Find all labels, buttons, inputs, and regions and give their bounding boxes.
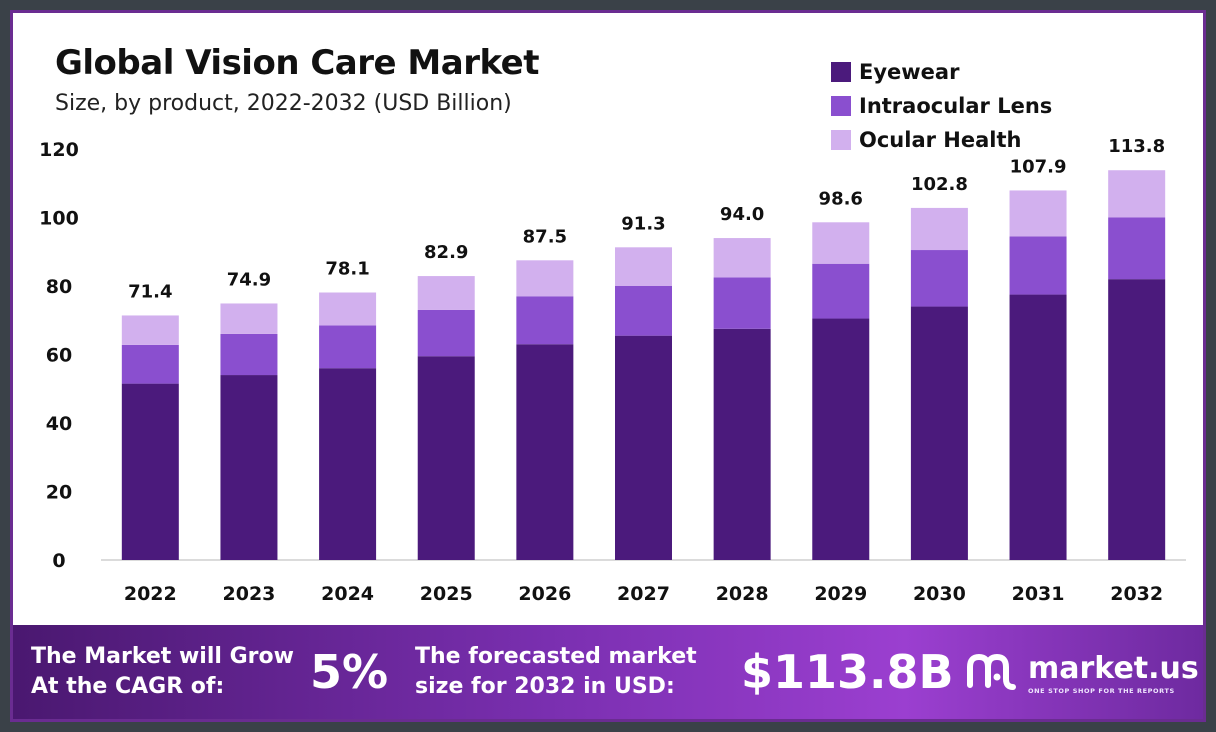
footer-banner: The Market will Grow At the CAGR of: 5% … [13,625,1203,719]
bar-segment-intraocular-lens [417,309,475,357]
bar-segment-ocular-health [1108,170,1166,218]
bar-total-label: 71.4 [128,281,172,302]
bar-total-label: 82.9 [424,242,468,263]
bar-segment-eyewear [121,383,179,560]
bar-total-label: 102.8 [911,174,968,195]
legend-swatch-intraocular-lens [831,96,851,116]
bar-segment-intraocular-lens [1009,236,1067,295]
x-tick-label: 2026 [518,583,571,605]
cagr-label-line-2: At the CAGR of: [31,674,225,699]
legend-label-ocular-health: Ocular Health [859,128,1022,152]
market-us-logo-icon [967,653,1016,690]
y-tick-label: 120 [39,139,79,161]
bar-total-label: 87.5 [523,226,567,247]
bar-total-label: 74.9 [227,269,271,290]
bar-total-label: 78.1 [325,259,369,280]
legend-label-eyewear: Eyewear [859,60,960,84]
legend: Eyewear Intraocular Lens Ocular Health [831,55,1052,157]
bar-segment-eyewear [516,344,574,560]
bar-segment-intraocular-lens [220,333,278,376]
cagr-value: 5% [310,645,389,699]
chart-title: Global Vision Care Market [55,43,539,83]
legend-item-eyewear: Eyewear [831,55,1052,89]
bar-segment-eyewear [713,328,771,560]
chart-panel: Global Vision Care Market Size, by produ… [10,10,1206,722]
bar-segment-eyewear [812,318,870,560]
legend-label-intraocular-lens: Intraocular Lens [859,94,1053,118]
bar-segment-ocular-health [516,260,574,297]
bar-total-label: 98.6 [819,188,863,209]
logo-name: market.us [1028,651,1199,686]
bar-segment-ocular-health [910,207,968,251]
bar-segment-ocular-health [121,315,179,345]
bar-segment-eyewear [220,375,278,560]
bar-segment-eyewear [910,306,968,560]
bar-segment-eyewear [1108,279,1166,560]
legend-swatch-ocular-health [831,130,851,150]
bar-segment-ocular-health [319,292,377,326]
x-tick-label: 2025 [420,583,473,605]
bar-total-label: 94.0 [720,204,764,225]
bar-segment-ocular-health [812,222,870,264]
x-tick-label: 2022 [124,583,177,605]
cagr-label: The Market will Grow At the CAGR of: [31,642,294,702]
bar-segment-ocular-health [220,303,278,334]
x-tick-label: 2031 [1012,583,1065,605]
y-tick-label: 60 [46,345,72,367]
bar-segment-intraocular-lens [910,250,968,307]
bar-total-label: 107.9 [1010,156,1067,177]
bar-segment-intraocular-lens [713,277,771,329]
y-tick-label: 40 [46,413,72,435]
x-tick-label: 2030 [913,583,966,605]
x-tick-label: 2028 [716,583,769,605]
legend-item-ocular-health: Ocular Health [831,123,1052,157]
bar-segment-ocular-health [713,238,771,278]
y-tick-label: 100 [39,208,79,230]
bar-segment-intraocular-lens [516,296,574,345]
bar-segment-eyewear [417,356,475,560]
bar-segment-intraocular-lens [1108,217,1166,280]
x-tick-label: 2024 [321,583,374,605]
legend-item-intraocular-lens: Intraocular Lens [831,89,1052,123]
x-tick-label: 2027 [617,583,670,605]
x-tick-label: 2029 [814,583,867,605]
forecast-label: The forecasted market size for 2032 in U… [415,642,697,702]
stacked-bar-chart: 0 20 40 60 80 100 120 71.4 2022 74.9 2023 78.1 2024 8… [39,136,1186,605]
bar-segment-eyewear [1009,294,1067,560]
y-tick-label: 0 [52,550,65,572]
bar-segment-intraocular-lens [615,286,672,336]
y-tick-label: 20 [46,482,72,504]
bar-segment-intraocular-lens [812,263,870,319]
bar-segment-ocular-health [615,247,672,286]
logo-tagline: ONE STOP SHOP FOR THE REPORTS [1028,687,1175,695]
cagr-label-line-1: The Market will Grow [31,644,294,669]
forecast-value: $113.8B [741,645,954,699]
x-tick-label: 2032 [1110,583,1163,605]
forecast-label-line-1: The forecasted market [415,644,697,669]
bar-segment-eyewear [615,335,672,560]
bar-total-label: 91.3 [621,213,665,234]
x-tick-label: 2023 [223,583,276,605]
chart-subtitle: Size, by product, 2022-2032 (USD Billion… [55,91,512,116]
bar-total-label: 113.8 [1108,136,1165,157]
bar-segment-ocular-health [417,276,475,310]
bar-segment-intraocular-lens [319,325,377,369]
y-tick-label: 80 [46,276,72,298]
bar-segment-ocular-health [1009,190,1067,237]
legend-swatch-eyewear [831,62,851,82]
forecast-label-line-2: size for 2032 in USD: [415,674,675,699]
bar-segment-eyewear [319,368,377,560]
bar-segment-intraocular-lens [121,344,179,384]
